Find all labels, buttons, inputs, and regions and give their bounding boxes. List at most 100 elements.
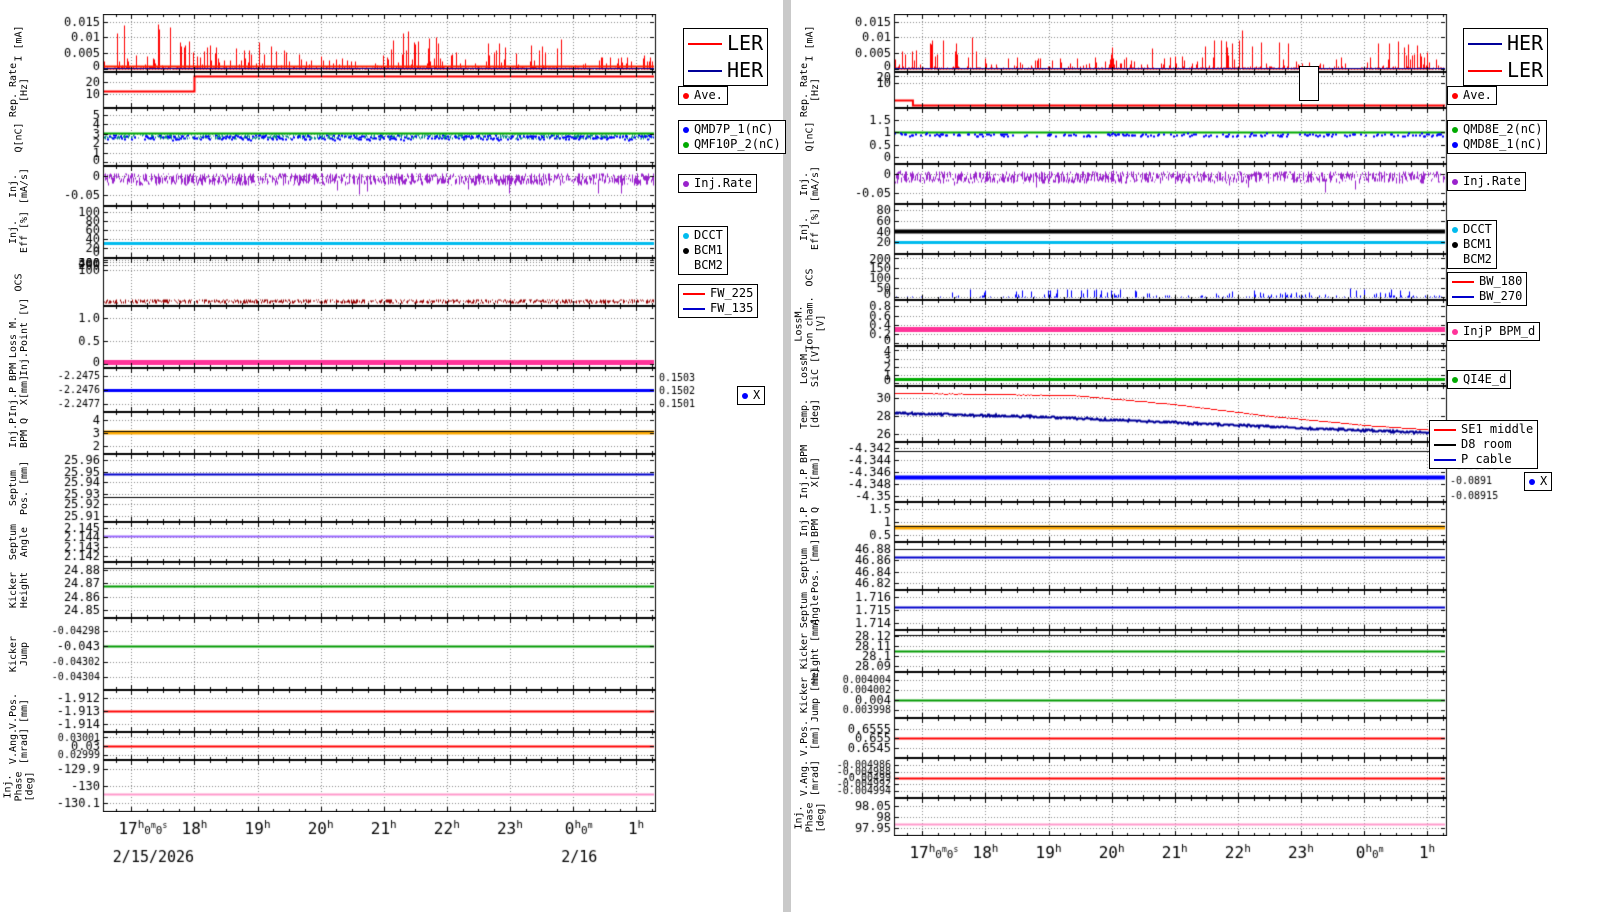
y-axis-label: OCS bbox=[791, 254, 829, 300]
y-axis-label-text: Inj. Phase [deg] bbox=[793, 801, 827, 833]
legend-entry: LER bbox=[1468, 57, 1543, 84]
dot-marker-icon bbox=[1452, 328, 1458, 335]
y-axis-label-text: Inj.P BPM Q bbox=[798, 506, 821, 538]
legend-label: Inj.Rate bbox=[694, 176, 752, 190]
plot-canvas-ocs bbox=[829, 254, 1509, 300]
subplot-v-pos-mm: V.Pos. [mm] bbox=[791, 718, 1606, 758]
subplot-temp-deg: Temp. [deg] bbox=[791, 386, 1606, 442]
plot-canvas-septum-angle bbox=[38, 522, 718, 562]
legend-entry: QMD8E_2(nC) bbox=[1452, 122, 1542, 137]
legend-entry: P cable bbox=[1434, 452, 1533, 467]
subplot-v-ang-mrad: V.Ang. [mrad] bbox=[791, 758, 1606, 798]
y-axis-label: Kicker Height [mm] bbox=[791, 618, 829, 684]
legend-label: LER bbox=[1507, 58, 1544, 82]
plot-canvas-lossm-ion-cham-v bbox=[829, 300, 1509, 346]
plot-canvas-v-pos-mm bbox=[829, 718, 1509, 758]
legend-label: BCM2 bbox=[694, 258, 723, 272]
plot-canvas-kicker-height bbox=[38, 562, 718, 618]
legend-label: SE1 middle bbox=[1461, 422, 1534, 436]
plot-canvas-kicker-jump-mm bbox=[829, 672, 1509, 718]
plot-canvas-inj-ma-s bbox=[829, 164, 1509, 204]
y-axis-label: Inj. Phase [deg] bbox=[791, 798, 829, 836]
dot-marker-icon bbox=[1452, 126, 1458, 133]
line-marker-icon bbox=[683, 307, 705, 310]
legend-label: QMD8E_2(nC) bbox=[1463, 122, 1543, 136]
legend-entry: SE1 middle bbox=[1434, 422, 1533, 437]
x-axis bbox=[829, 836, 1509, 882]
y-axis-label: LossM. SiC [V] bbox=[791, 344, 829, 388]
legend-label: D8 room bbox=[1461, 437, 1512, 451]
subplot-ocs: OCS bbox=[0, 258, 783, 306]
y-axis-label-text: I [mA] bbox=[804, 24, 816, 62]
legend-label: FW_135 bbox=[710, 301, 754, 315]
legend-entry: DCCT bbox=[683, 228, 723, 243]
y-axis-label: Inj. Eff [%] bbox=[791, 204, 829, 254]
line-marker-icon bbox=[1434, 458, 1456, 461]
plot-canvas-inj-p-bpm-q bbox=[38, 412, 718, 454]
legend-label: QMD7P_1(nC) bbox=[694, 122, 774, 136]
subplot-inj-eff: Inj. Eff [%] bbox=[791, 204, 1606, 254]
legend-label: BCM1 bbox=[694, 243, 723, 257]
y-axis-label-text: V.Pos. [mm] bbox=[799, 719, 821, 757]
dot-marker-icon bbox=[683, 232, 689, 239]
plot-canvas-septum-pos-mm bbox=[829, 542, 1509, 590]
legend-label: DCCT bbox=[1463, 222, 1492, 236]
subplot-v-ang-mrad: V.Ang. [mrad] bbox=[0, 728, 783, 764]
plot-canvas-loss-m-inj-point-v bbox=[38, 306, 718, 368]
legend-entry: BCM1 bbox=[683, 243, 723, 258]
plot-canvas-v-pos-mm bbox=[38, 690, 718, 732]
y-axis-label-text: Inj. [mA/s] bbox=[799, 165, 821, 203]
plot-canvas-inj-eff bbox=[829, 204, 1509, 254]
legend-label: X bbox=[753, 388, 761, 402]
subplot-kicker-jump-mm: Kicker Jump [mm] bbox=[791, 668, 1606, 722]
subplot-inj-phase-deg: Inj. Phase [deg] bbox=[0, 760, 783, 812]
panel-divider bbox=[783, 0, 791, 912]
y-axis-label: Inj.P BPM X[mm] bbox=[0, 363, 38, 417]
subplot-kicker-height-mm: Kicker Height [mm] bbox=[791, 618, 1606, 684]
y-axis-label: LossM. Ion cham. [V] bbox=[791, 296, 829, 350]
dot-marker-icon bbox=[683, 180, 689, 187]
plot-canvas-septum-pos-mm bbox=[38, 454, 718, 522]
subplot-inj-eff: Inj. Eff [%] bbox=[0, 206, 783, 258]
subplot-inj-p-bpm-x-mm: Inj.P BPM X[mm] bbox=[791, 442, 1606, 502]
y-axis-label: Inj. Eff [%] bbox=[0, 206, 38, 258]
legend-entry: BW_270 bbox=[1452, 289, 1522, 304]
y-axis-label-text: Rep. Rate [Hz] bbox=[799, 62, 821, 118]
legend-label: Inj.Rate bbox=[1463, 174, 1521, 188]
y-axis-label: Kicker Jump bbox=[0, 618, 38, 690]
line-marker-icon bbox=[683, 292, 705, 295]
subplot-inj-ma-s: Inj. [mA/s] bbox=[0, 166, 783, 206]
legend-entry: X bbox=[1529, 474, 1547, 489]
legend-ler: LER HER bbox=[683, 28, 769, 86]
legend-label: HER bbox=[1507, 31, 1544, 55]
subplot-lossm-ion-cham-v: LossM. Ion cham. [V] bbox=[791, 296, 1606, 350]
legend-label: FW_225 bbox=[710, 286, 754, 300]
dot-marker-icon bbox=[683, 92, 689, 99]
legend-entry: QMF10P_2(nC) bbox=[683, 137, 781, 152]
line-marker-icon bbox=[1452, 295, 1474, 298]
dot-marker-icon bbox=[1452, 241, 1458, 248]
plot-canvas-kicker-height-mm bbox=[829, 630, 1509, 672]
y-axis-label-text: Septum Angle bbox=[8, 523, 30, 561]
legend-label: LER bbox=[727, 31, 764, 55]
y-axis-label-text: LossM. SiC [V] bbox=[799, 344, 821, 388]
y-axis-label: Septum Angle bbox=[0, 522, 38, 562]
line-marker-icon bbox=[1434, 428, 1456, 431]
plot-canvas-rep-rate-hz bbox=[829, 72, 1509, 108]
line-marker-icon bbox=[1452, 280, 1474, 283]
y-axis-label-text: Inj. Eff [%] bbox=[8, 210, 30, 254]
legend-x: X bbox=[737, 386, 766, 405]
legend-ave: Ave. bbox=[678, 86, 728, 105]
legend-entry: FW_135 bbox=[683, 301, 753, 316]
y-axis-label: Rep. Rate [Hz] bbox=[791, 63, 829, 117]
line-marker-icon bbox=[1434, 443, 1456, 446]
plot-canvas-v-ang-mrad bbox=[38, 732, 718, 760]
legend-her: HER LER bbox=[1463, 28, 1549, 86]
legend-entry: QMD7P_1(nC) bbox=[683, 122, 781, 137]
y-axis-label-text: Temp. [deg] bbox=[798, 398, 821, 430]
legend-entry: HER bbox=[1468, 30, 1543, 57]
legend-entry: FW_225 bbox=[683, 286, 753, 301]
subplot-inj-phase-deg: Inj. Phase [deg] bbox=[791, 798, 1606, 836]
y-axis-label-text: Inj.P BPM Q bbox=[7, 417, 30, 449]
